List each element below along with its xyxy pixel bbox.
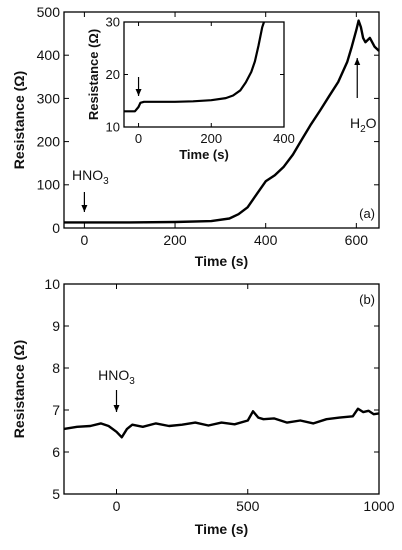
panel-a-series-line: [64, 19, 380, 224]
panel-a-x-axis-label: Time (s): [195, 253, 248, 269]
panel-b-series-line: [63, 407, 380, 439]
inset-x-tick-label: 200: [200, 131, 222, 146]
panel-b-y-tick-label: 7: [52, 402, 60, 418]
inset-x-axis-label: Time (s): [179, 147, 229, 162]
panel-b-hno3-label: HNO3: [98, 367, 135, 387]
panel-a-y-tick-label: 200: [37, 134, 61, 150]
panel-b-y-tick-label: 6: [52, 444, 60, 460]
inset-y-tick-label: 10: [106, 120, 120, 135]
panel-a-x-tick-label: 200: [163, 232, 187, 248]
panel-a-x-tick-label: 600: [345, 232, 369, 248]
panel-b-x-tick-label: 0: [113, 498, 121, 514]
panel-b-hno3-arrow-head: [113, 405, 120, 412]
panel-b-axes: 0 500 1000 5 6 7 8 9 10 Time (s) Resistance (Ω): [11, 276, 395, 537]
panel-b-y-tick-label: 9: [52, 318, 60, 334]
panel-b-frame: [63, 283, 380, 495]
panel-a-label: (a): [359, 206, 375, 221]
panel-a-h2o-arrow-head: [354, 58, 361, 65]
panel-b-y-tick-label: 5: [52, 486, 60, 502]
panel-a-y-axis-label: Resistance (Ω): [11, 71, 27, 169]
panel-b-y-tick-label: 8: [52, 360, 60, 376]
panel-b-x-tick-label: 1000: [363, 498, 394, 514]
panel-a-h2o-label: H2O: [350, 115, 377, 135]
inset-arrow-head: [135, 89, 142, 96]
inset-x-tick-label: 400: [273, 131, 295, 146]
inset-series-line: [124, 21, 266, 113]
panel-b-x-axis-label: Time (s): [195, 521, 248, 537]
panel-a-y-tick-label: 500: [37, 4, 61, 20]
inset-y-tick-label: 20: [106, 67, 120, 82]
inset-axes: 0 200 400 10 20 30 Time (s) Resistance (Ω): [86, 15, 295, 162]
inset-x-tick-label: 0: [135, 131, 142, 146]
panel-a-y-tick-label: 100: [37, 177, 61, 193]
panel-b-label: (b): [359, 292, 375, 307]
panel-a-hno3-arrow-head: [81, 205, 88, 212]
panel-a-y-tick-label: 300: [37, 90, 61, 106]
panel-b-y-axis-label: Resistance (Ω): [11, 340, 27, 438]
panel-b-x-tick-label: 500: [236, 498, 260, 514]
panel-a-x-tick-label: 0: [80, 232, 88, 248]
inset-y-tick-label: 30: [106, 15, 120, 30]
panel-a-y-tick-label: 400: [37, 47, 61, 63]
panel-a-y-tick-label: 0: [52, 220, 60, 236]
panel-a-hno3-label: HNO3: [72, 167, 109, 187]
panel-b-y-tick-label: 10: [44, 276, 60, 292]
panel-a-x-tick-label: 400: [254, 232, 278, 248]
panel-a-frame: [63, 11, 380, 229]
inset-y-axis-label: Resistance (Ω): [86, 29, 101, 120]
